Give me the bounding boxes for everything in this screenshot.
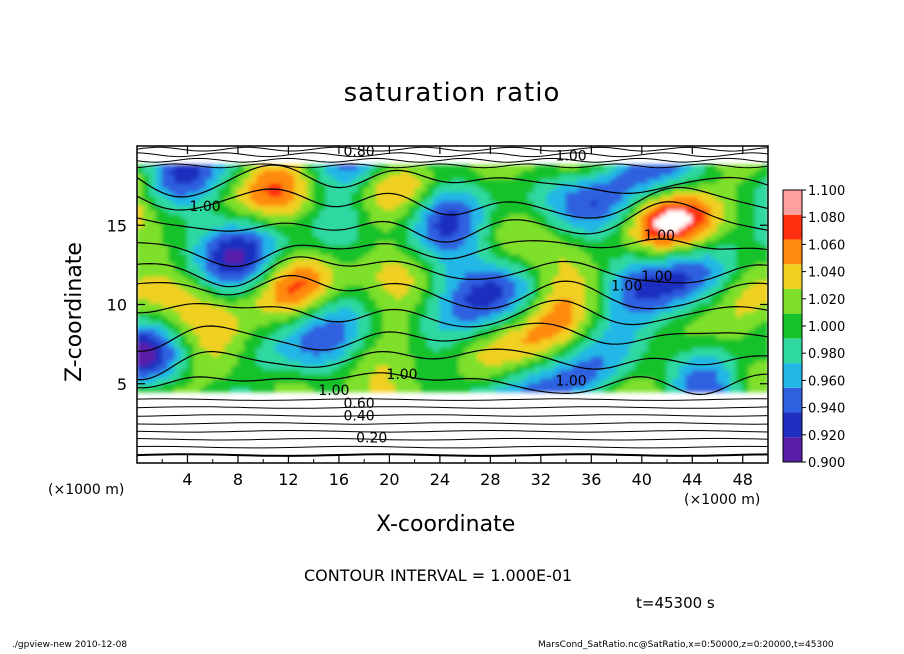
contour-line-lower [137,429,768,433]
x-tick-label: 8 [233,470,243,489]
contour-label: 1.00 [318,383,349,399]
contour-label: 1.00 [386,367,417,383]
colorbar-segment [783,288,802,314]
x-axis-label: X-coordinate [376,512,516,537]
colorbar-segment [783,190,802,215]
contour-line-lower [137,406,768,409]
footer-program-date: ./gpview-new 2010-12-08 [12,640,128,650]
contour-label: 1.00 [556,374,587,390]
contour-line [137,238,768,268]
footer-source: MarsCond_SatRatio.nc@SatRatio,x=0:50000,… [538,640,834,650]
field-cells [137,164,768,393]
x-tick-label: 24 [430,470,450,489]
x-tick-label: 36 [581,470,601,489]
chart-title: saturation ratio [343,78,561,108]
contour-label: 1.00 [556,149,587,165]
x-tick-label: 48 [733,470,753,489]
contour-line-lower [137,414,768,417]
contour-line-lower [137,453,768,457]
contour-label: 1.00 [611,278,642,294]
x-tick-label: 40 [632,470,652,489]
colorbar-label: 1.060 [808,238,845,253]
contour-line [137,275,768,310]
contour-line-lower [137,437,768,441]
colorbar-segment [783,264,802,289]
colorbar-label: 1.080 [808,211,845,226]
y-tick-label: 5 [117,375,127,394]
x-tick-label: 16 [329,470,349,489]
contour-label: 0.20 [356,431,387,447]
colorbar-label: 0.960 [808,374,845,389]
contour-line-upper [137,146,768,152]
colorbar-label: 1.020 [808,293,845,308]
y-axis-label: Z-coordinate [62,242,87,382]
contour-label: 0.60 [344,396,375,412]
colorbar-label: 0.900 [808,456,845,471]
colorbar-segment [783,313,802,339]
contour-line [137,186,768,219]
saturation-field [137,164,768,393]
y-axis-ticks: 5 10 15 [107,216,768,394]
x-unit-label-left: (×1000 m) [48,482,125,498]
contour-line-upper [137,152,768,158]
contour-line [137,348,768,381]
colorbar-segment [783,214,802,240]
contour-line [137,372,768,396]
time-stamp: t=45300 s [636,594,715,612]
colorbar-segment [783,363,802,388]
contour-label: 0.80 [344,144,375,160]
contour-line [137,164,768,198]
contour-label: 0.40 [344,408,375,424]
colorbar-segment [783,387,802,413]
contour-interval-text: CONTOUR INTERVAL = 1.000E-01 [304,566,573,585]
contour-line-lower [137,398,768,401]
colorbar-label: 1.000 [808,320,845,335]
contour-label: 1.00 [644,228,675,244]
y-tick-label: 15 [107,216,127,235]
contour-line-upper [137,157,768,163]
contour-line [137,256,768,288]
x-tick-label: 12 [278,470,298,489]
colorbar-segment [783,338,802,364]
colorbar: 0.900 0.920 0.940 0.960 0.980 1.000 1.020 1.040… [782,184,845,471]
contour-line-lower [137,422,768,425]
colorbar-label: 0.940 [808,402,845,417]
contour-line [137,322,768,352]
colorbar-segment [783,239,802,265]
contour-labels: 0.200.400.601.001.00 1.000.80 1.001.001.00… [190,144,675,447]
contour-label: 1.00 [190,199,221,215]
colorbar-label: 0.980 [808,347,845,362]
contour-lines [137,146,768,457]
colorbar-label: 1.040 [808,266,845,281]
contour-label: 1.00 [641,269,672,285]
x-tick-label: 20 [379,470,399,489]
contour-line-lower [137,445,768,449]
x-tick-label: 32 [531,470,551,489]
colorbar-label: 0.920 [808,429,845,444]
colorbar-segment [783,437,802,462]
y-tick-label: 10 [107,296,127,315]
x-unit-label-right: (×1000 m) [684,492,761,508]
x-tick-label: 4 [182,470,192,489]
colorbar-segment [783,412,802,438]
x-tick-label: 44 [682,470,702,489]
colorbar-label: 1.100 [808,184,845,199]
contour-line [137,201,768,243]
contour-line-upper [137,163,768,169]
x-axis-ticks: 4 8 12 16 20 24 28 32 36 40 44 48 [161,146,753,489]
contour-line [137,299,768,328]
x-tick-label: 28 [480,470,500,489]
